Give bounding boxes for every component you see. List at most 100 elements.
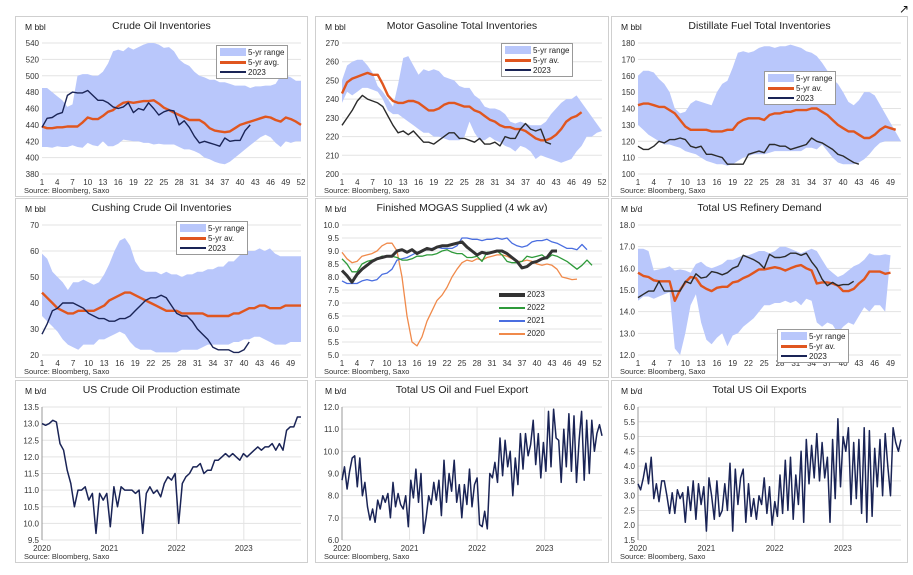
y-tick-label: 50 bbox=[30, 273, 39, 282]
y-tick-label: 210 bbox=[326, 151, 340, 160]
chart-title: Crude Oil Inventories bbox=[112, 20, 211, 32]
y-tick-label: 540 bbox=[26, 39, 40, 48]
chart-title: Distillate Fuel Total Inventories bbox=[688, 20, 831, 32]
x-tick-label: 22 bbox=[146, 359, 155, 368]
y-tick-label: 10.0 bbox=[23, 519, 39, 528]
legend-label: 5-yr avg. bbox=[248, 57, 280, 67]
x-tick-label: 10 bbox=[681, 359, 690, 368]
x-tick-label: 46 bbox=[266, 178, 275, 187]
y-tick-label: 30 bbox=[30, 325, 39, 334]
y-tick-label: 160 bbox=[622, 72, 636, 81]
x-tick-label: 28 bbox=[473, 359, 482, 368]
x-tick-label: 46 bbox=[870, 359, 879, 368]
arrow-up-right-icon[interactable]: ↗ bbox=[898, 2, 909, 16]
legend-item: 2023 bbox=[781, 351, 845, 361]
x-tick-label: 25 bbox=[162, 359, 171, 368]
legend-item: 5-yr avg. bbox=[220, 57, 284, 67]
chart-panel-oilexports: Total US Oil Exports M b/d Source: Bloombe… bbox=[611, 380, 908, 563]
legend-swatch bbox=[499, 306, 525, 309]
x-tick-label: 7 bbox=[70, 178, 75, 187]
y-tick-label: 5.5 bbox=[624, 418, 636, 427]
chart-legend: 5-yr range 5-yr avg. 2023 bbox=[216, 45, 289, 79]
x-tick-label: 22 bbox=[144, 178, 153, 187]
x-tick-label: 43 bbox=[854, 359, 863, 368]
chart-panel-refinery: Total US Refinery Demand M b/d Source: Blo… bbox=[611, 198, 908, 378]
x-tick-label: 31 bbox=[488, 359, 497, 368]
x-tick-label: 43 bbox=[251, 178, 260, 187]
line-2023 bbox=[341, 94, 552, 147]
x-tick-label: 2023 bbox=[536, 544, 554, 553]
y-unit-label: M b/d bbox=[621, 204, 643, 214]
y-tick-label: 10.5 bbox=[23, 503, 39, 512]
chart-title: Motor Gasoline Total Inventories bbox=[386, 20, 538, 32]
line-2023 bbox=[41, 89, 251, 147]
x-tick-label: 19 bbox=[131, 359, 140, 368]
x-tick-label: 34 bbox=[208, 359, 217, 368]
chart-title: Cushing Crude Oil Inventories bbox=[91, 202, 232, 214]
y-tick-label: 4.0 bbox=[624, 462, 636, 471]
x-tick-label: 2023 bbox=[834, 544, 852, 553]
x-tick-label: 1 bbox=[340, 359, 345, 368]
y-tick-label: 520 bbox=[26, 55, 40, 64]
x-tick-label: 13 bbox=[398, 359, 407, 368]
x-tick-label: 4 bbox=[55, 359, 60, 368]
y-tick-label: 170 bbox=[622, 55, 636, 64]
y-tick-label: 230 bbox=[326, 114, 340, 123]
x-tick-label: 2022 bbox=[468, 544, 486, 553]
chart-title: US Crude Oil Production estimate bbox=[82, 384, 241, 396]
legend-item: 5-yr range bbox=[781, 331, 845, 341]
x-tick-label: 52 bbox=[297, 178, 306, 187]
chart-legend: 5-yr range 5-yr av. 2023 bbox=[176, 221, 249, 255]
x-tick-label: 22 bbox=[443, 359, 452, 368]
source-label: Source: Bloomberg, Saxo bbox=[324, 552, 410, 561]
y-tick-label: 13.0 bbox=[23, 420, 39, 429]
source-label: Source: Bloomberg, Saxo bbox=[324, 367, 410, 376]
y-tick-label: 460 bbox=[26, 105, 40, 114]
x-tick-label: 1 bbox=[40, 359, 45, 368]
legend-swatch bbox=[768, 97, 794, 99]
x-tick-label: 40 bbox=[533, 359, 542, 368]
y-tick-label: 100 bbox=[622, 170, 636, 179]
y-tick-label: 6.5 bbox=[328, 312, 340, 321]
y-tick-label: 130 bbox=[622, 121, 636, 130]
legend-item: 2023 bbox=[505, 65, 569, 75]
x-tick-label: 2020 bbox=[33, 544, 51, 553]
y-tick-label: 60 bbox=[30, 247, 39, 256]
legend-item: 2023 bbox=[220, 67, 284, 77]
x-tick-label: 43 bbox=[854, 178, 863, 187]
y-unit-label: M b/d bbox=[325, 386, 347, 396]
x-tick-label: 10 bbox=[681, 178, 690, 187]
legend-item: 2022 bbox=[499, 301, 545, 314]
source-label: Source: Bloomberg, Saxo bbox=[620, 186, 706, 195]
x-tick-label: 25 bbox=[458, 359, 467, 368]
x-tick-label: 52 bbox=[593, 359, 602, 368]
legend-label: 5-yr av. bbox=[796, 83, 823, 93]
x-tick-label: 1 bbox=[636, 359, 641, 368]
legend-item: 5-yr av. bbox=[505, 55, 569, 65]
y-tick-label: 3.0 bbox=[624, 492, 636, 501]
legend-item: 2020 bbox=[499, 327, 545, 340]
y-tick-label: 120 bbox=[622, 137, 636, 146]
x-tick-label: 16 bbox=[114, 178, 123, 187]
x-tick-label: 37 bbox=[220, 178, 229, 187]
y-tick-label: 16.0 bbox=[619, 264, 635, 273]
legend-label: 2023 bbox=[248, 67, 266, 77]
y-tick-label: 6.0 bbox=[328, 325, 340, 334]
x-tick-label: 43 bbox=[255, 359, 264, 368]
y-unit-label: M bbl bbox=[325, 22, 346, 32]
legend-swatch bbox=[505, 46, 531, 54]
y-tick-label: 1.5 bbox=[624, 536, 636, 545]
legend-item: 5-yr range bbox=[180, 223, 244, 233]
y-tick-label: 7.5 bbox=[328, 286, 340, 295]
x-tick-label: 40 bbox=[236, 178, 245, 187]
legend-item: 2023 bbox=[768, 93, 832, 103]
x-tick-label: 28 bbox=[776, 359, 785, 368]
legend-item: 5-yr range bbox=[768, 73, 832, 83]
chart-panel-mogas: Finished MOGAS Supplied (4 wk av) M b/d So… bbox=[315, 198, 609, 378]
line-2023 bbox=[637, 137, 860, 165]
legend-item: 5-yr av. bbox=[180, 233, 244, 243]
range-band-5yr bbox=[42, 238, 301, 353]
y-tick-label: 11.0 bbox=[24, 486, 40, 495]
x-tick-label: 1 bbox=[340, 178, 345, 187]
chart-title: Finished MOGAS Supplied (4 wk av) bbox=[376, 202, 548, 214]
